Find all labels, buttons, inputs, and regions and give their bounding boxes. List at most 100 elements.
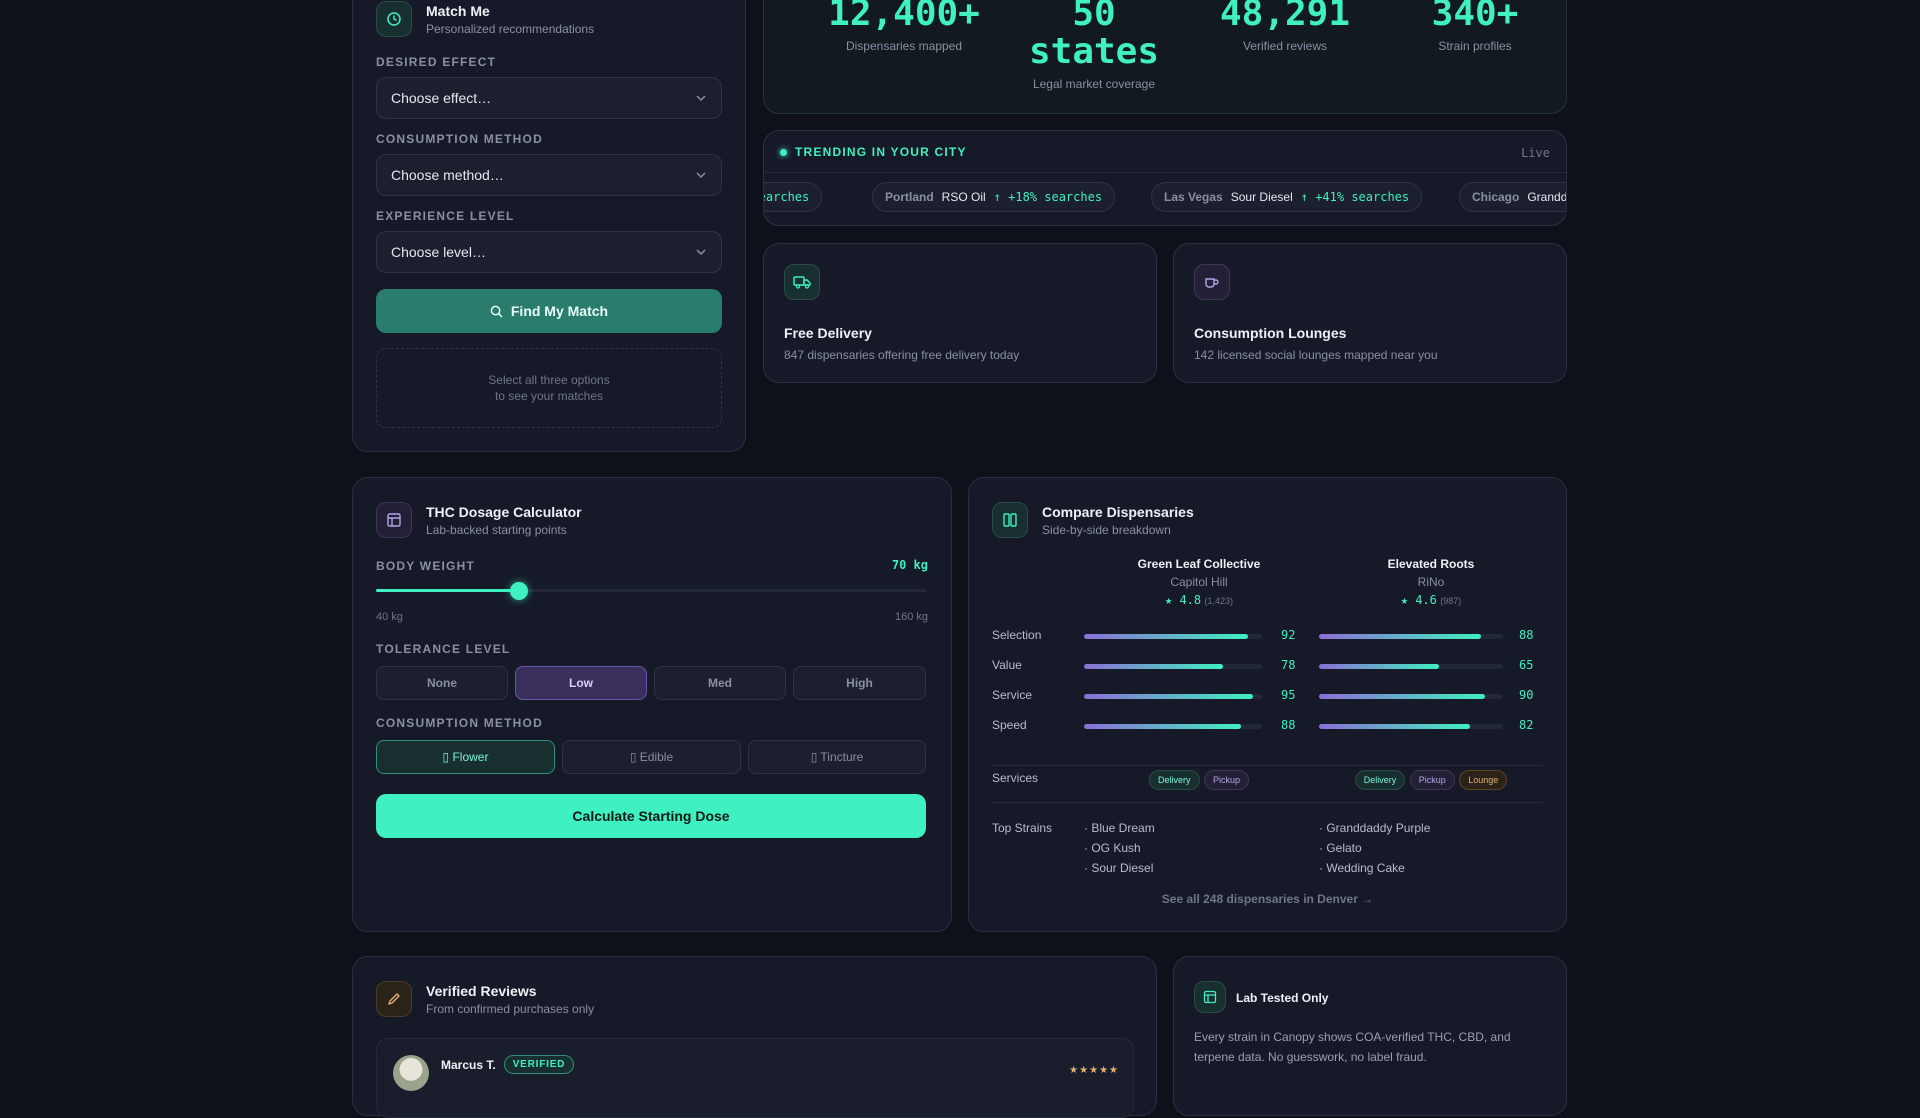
method-edible[interactable]: ▯ Edible [562, 740, 741, 774]
hint-line-1: Select all three options [488, 373, 610, 387]
trending-delta: ↑ +41% searches [1300, 190, 1410, 204]
find-match-button[interactable]: Find My Match [376, 289, 722, 333]
compare-subtitle: Side-by-side breakdown [1042, 522, 1171, 537]
method-label: CONSUMPTION METHOD [376, 132, 543, 146]
flask-icon [1194, 981, 1226, 1013]
see-all-link[interactable]: See all 248 dispensaries in Denver → [1161, 892, 1374, 906]
trending-header: TRENDING IN YOUR CITY [780, 145, 967, 159]
stats-card: 12,400+ Dispensaries mapped 50 states Le… [763, 0, 1567, 114]
slider-thumb[interactable] [510, 582, 528, 600]
lounges-card[interactable]: Consumption Lounges 142 licensed social … [1173, 243, 1567, 383]
weight-label: BODY WEIGHT [376, 559, 475, 573]
method-flower[interactable]: ▯ Flower [376, 740, 555, 774]
dispensary-rating: ★ 4.6 [1400, 593, 1437, 607]
score-bar-fill [1084, 664, 1223, 669]
level-select-value: Choose level… [391, 244, 486, 260]
score-bar-fill [1084, 634, 1248, 639]
tolerance-label: TOLERANCE LEVEL [376, 642, 511, 656]
metric-label: Service [992, 688, 1033, 702]
service-tag: Delivery [1149, 770, 1200, 790]
level-select[interactable]: Choose level… [376, 231, 722, 273]
match-me-card: Match Me Personalized recommendations DE… [352, 0, 746, 452]
score-bar-fill [1084, 694, 1254, 699]
tolerance-low[interactable]: Low [515, 666, 647, 700]
match-results-placeholder: Select all three options to see your mat… [376, 348, 722, 428]
trending-pill[interactable]: % searches [764, 182, 823, 212]
score-bar [1084, 664, 1262, 669]
stat-dispensaries: 12,400+ Dispensaries mapped [804, 0, 1004, 53]
calculate-dose-button[interactable]: Calculate Starting Dose [376, 794, 926, 838]
tolerance-med[interactable]: Med [654, 666, 786, 700]
stat-states: 50 states Legal market coverage [994, 0, 1194, 91]
dispensary-header[interactable]: Green Leaf Collective Capitol Hill ★ 4.8… [1099, 557, 1299, 607]
stat-strains: 340+ Strain profiles [1375, 0, 1575, 53]
dispensary-review-count: (1,423) [1204, 596, 1233, 606]
slider-max-label: 160 kg [894, 611, 928, 623]
score-value: 88 [1519, 628, 1534, 642]
trending-strain: RSO Oil [941, 190, 986, 204]
review-item: Marcus T. VERIFIED ★★★★★ [376, 1038, 1134, 1118]
score-bar [1319, 694, 1503, 699]
trending-city: Las Vegas [1164, 190, 1223, 204]
search-icon [490, 305, 503, 317]
metric-label: Value [992, 658, 1022, 672]
trending-title: TRENDING IN YOUR CITY [795, 145, 967, 159]
review-stars: ★★★★★ [1069, 1065, 1119, 1076]
method-tincture[interactable]: ▯ Tincture [748, 740, 926, 774]
match-title: Match Me [426, 2, 490, 19]
score-bar [1319, 664, 1503, 669]
tolerance-none[interactable]: None [376, 666, 508, 700]
method-select[interactable]: Choose method… [376, 154, 722, 196]
reviews-title: Verified Reviews [426, 982, 537, 999]
feature-title: Consumption Lounges [1194, 325, 1347, 341]
tolerance-high[interactable]: High [793, 666, 926, 700]
effect-select[interactable]: Choose effect… [376, 77, 722, 119]
score-bar-fill [1319, 724, 1470, 729]
avatar [393, 1055, 429, 1091]
score-value: 92 [1281, 628, 1296, 642]
reviewer-name: Marcus T. [441, 1057, 496, 1072]
dispensary-name: Green Leaf Collective [1137, 557, 1261, 571]
service-tag: Pickup [1409, 770, 1455, 790]
score-bar-fill [1319, 694, 1485, 699]
stat-value-2: states [1028, 31, 1160, 72]
trending-ticker: % searches Portland RSO Oil ↑ +18% searc… [764, 130, 1566, 226]
strain-item: · OG Kush [1084, 841, 1141, 855]
truck-icon [784, 264, 820, 300]
stat-value: 48,291 [1219, 0, 1351, 34]
divider [992, 802, 1543, 803]
strain-item: · Wedding Cake [1319, 861, 1405, 875]
score-bar [1084, 724, 1262, 729]
score-bar [1319, 634, 1503, 639]
effect-label: DESIRED EFFECT [376, 55, 497, 69]
match-subtitle: Personalized recommendations [426, 21, 595, 36]
score-bar-fill [1084, 724, 1241, 729]
score-value: 65 [1519, 658, 1534, 672]
effect-select-value: Choose effect… [391, 90, 492, 106]
dispensary-area: RiNo [1417, 575, 1445, 589]
weight-slider[interactable] [376, 582, 926, 600]
dosage-method-label: CONSUMPTION METHOD [376, 716, 543, 730]
chevron-down-icon [696, 172, 706, 179]
verified-badge: VERIFIED [503, 1055, 575, 1074]
service-tag: Delivery [1354, 770, 1406, 790]
score-value: 82 [1519, 718, 1534, 732]
services-tags: Delivery Pickup Lounge [1331, 770, 1531, 790]
trending-delta: % searches [764, 190, 810, 204]
score-value: 78 [1281, 658, 1296, 672]
strain-item: · Gelato [1319, 841, 1362, 855]
stat-reviews: 48,291 Verified reviews [1185, 0, 1385, 53]
strain-item: · Sour Diesel [1084, 861, 1154, 875]
strain-item: · Granddaddy Purple [1319, 821, 1431, 835]
trending-pill[interactable]: Las Vegas Sour Diesel ↑ +41% searches [1151, 182, 1423, 212]
trending-pill[interactable]: Portland RSO Oil ↑ +18% searches [872, 182, 1116, 212]
trending-pill[interactable]: Chicago Grandd [1459, 182, 1566, 212]
live-dot-icon [780, 148, 787, 156]
slider-min-label: 40 kg [376, 611, 403, 623]
stat-label: Verified reviews [1242, 39, 1328, 53]
dispensary-header[interactable]: Elevated Roots RiNo ★ 4.6 (987) [1331, 557, 1531, 607]
feature-text: 847 dispensaries offering free delivery … [784, 348, 1020, 362]
compare-title: Compare Dispensaries [1042, 503, 1194, 520]
divider [992, 765, 1543, 766]
free-delivery-card[interactable]: Free Delivery 847 dispensaries offering … [763, 243, 1157, 383]
